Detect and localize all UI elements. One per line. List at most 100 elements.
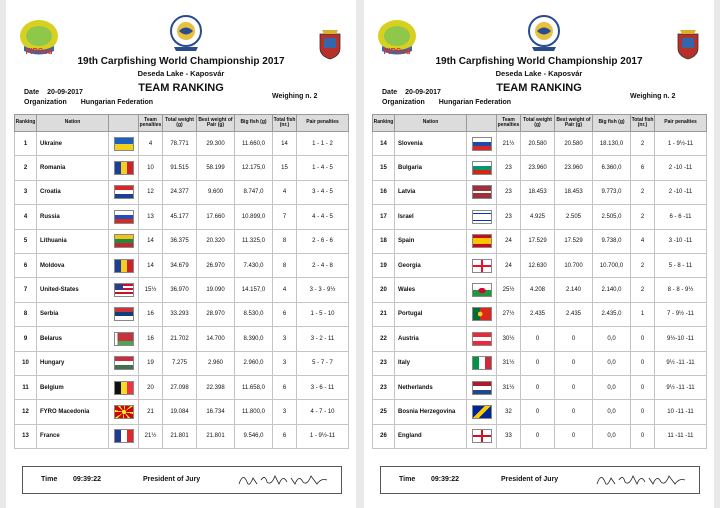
table-row: 21 Portugal 27½ 2.435 2.435 2.435,0 1 7 - 9½ -1… [372,301,707,328]
team-ranking-heading: TEAM RANKING [138,82,224,94]
table-row: 7 United-States 15½ 36.970 19.090 14.157,0 4 3 … [14,277,349,303]
best-weight-cell: 21.801 [196,423,235,450]
table-row: 18 Spain 24 17.529 17.529 9.738,0 4 3 -10 -11 [372,228,707,254]
pair-penalties-cell: 9½ -11 -11 [654,374,707,401]
nation-cell: Spain [394,228,467,254]
total-fish-cell: 0 [630,423,655,450]
big-fish-cell: 0,0 [592,326,631,352]
nation-cell: France [36,423,109,450]
table-row: 9 Belarus 16 21.702 14.700 8.390,0 3 3 - 2 - 11 [14,326,349,352]
nation-cell: Portugal [394,301,467,328]
best-weight-cell: 17.529 [554,228,593,254]
rank-cell: 21 [372,301,395,328]
rank-cell: 20 [372,277,395,303]
pair-penalties-cell: 4 - 7 - 10 [296,399,349,425]
rank-cell: 8 [14,301,37,328]
col-ranking: Ranking [372,114,395,132]
flag-usa-icon [113,283,134,298]
rank-cell: 19 [372,252,395,279]
best-weight-cell: 9.600 [196,179,235,206]
team-penalties-cell: 21½ [496,130,521,157]
nation-cell: Hungary [36,350,109,376]
date-label: Date [382,89,398,96]
big-fish-cell: 12.175,0 [234,155,273,181]
flag-cell [108,204,139,230]
big-fish-cell: 7.430,0 [234,252,273,279]
pair-penalties-cell: 3 - 4 - 5 [296,179,349,206]
table-row: 22 Austria 30½ 0 0 0,0 0 9½-10 -11 [372,326,707,352]
flag-cell [466,277,497,303]
flag-netherlands-icon [471,380,492,395]
total-fish-cell: 8 [272,228,297,254]
nation-cell: Ukraine [36,130,109,157]
team-penalties-cell: 13 [138,204,163,230]
flag-russia-icon [113,209,134,224]
col-team-penalties: Team penalties [138,114,163,132]
date-value: 20-09-2017 [47,89,83,96]
flag-italy-icon [471,356,492,371]
table-row: 8 Serbia 16 33.293 28.970 8.530,0 6 1 - 5 - 10 [14,301,349,328]
flag-cell [108,374,139,401]
best-weight-cell: 2.960 [196,350,235,376]
total-fish-cell: 3 [272,399,297,425]
best-weight-cell: 0 [554,423,593,450]
fipsed-logo-icon: FIPSed [20,20,58,56]
table-row: 6 Moldova 14 34.679 26.970 7.430,0 8 2 - 4 - 8 [14,252,349,279]
team-penalties-cell: 31½ [496,350,521,376]
rank-cell: 9 [14,326,37,352]
big-fish-cell: 2.140,0 [592,277,631,303]
total-weight-cell: 0 [520,423,555,450]
flag-slovenia-icon [471,136,492,151]
total-weight-cell: 78.771 [162,130,197,157]
big-fish-cell: 2.505,0 [592,204,631,230]
ranking-table: Ranking Nation Team penalties Total weig… [372,114,707,450]
best-weight-cell: 16.734 [196,399,235,425]
table-row: 3 Croatia 12 24.377 9.600 8.747,0 4 3 - 4 - 5 [14,179,349,206]
flag-cell [108,423,139,450]
best-weight-cell: 18.453 [554,179,593,206]
nation-cell: FYRO Macedonia [36,399,109,425]
pair-penalties-cell: 2 -10 -11 [654,155,707,181]
nation-cell: Lithuania [36,228,109,254]
table-header-row: Ranking Nation Team penalties Total weig… [14,114,349,132]
total-fish-cell: 6 [272,423,297,450]
total-fish-cell: 3 [272,326,297,352]
flag-cell [108,130,139,157]
rank-cell: 23 [372,350,395,376]
time-value: 09:39:22 [73,476,102,483]
col-nation: Nation [394,114,467,132]
table-row: 10 Hungary 19 7.275 2.960 2.960,0 3 5 - 7 - 7 [14,350,349,376]
total-fish-cell: 3 [272,350,297,376]
flag-cell [466,228,497,254]
flag-cell [466,350,497,376]
col-best-weight-pair: Best weight of Pair (g) [554,114,593,132]
nation-cell: Slovenia [394,130,467,157]
total-weight-cell: 23.960 [520,155,555,181]
big-fish-cell: 11.658,0 [234,374,273,401]
rank-cell: 2 [14,155,37,181]
footer-box: Time 09:39:22 President of Jury [380,466,700,494]
nation-cell: Austria [394,326,467,352]
time-label: Time [399,476,416,483]
nation-cell: Israel [394,204,467,230]
rank-cell: 12 [14,399,37,425]
team-penalties-cell: 31½ [496,374,521,401]
total-weight-cell: 20.580 [520,130,555,157]
organization-value: Hungarian Federation [438,99,512,106]
nation-cell: Italy [394,350,467,376]
team-ranking-heading: TEAM RANKING [496,82,582,94]
flag-wales-icon [471,283,492,298]
flag-moldova-icon [113,258,134,273]
pair-penalties-cell: 2 - 6 - 6 [296,228,349,254]
flag-cell [466,423,497,450]
pair-penalties-cell: 1 - 9½-11 [654,130,707,157]
best-weight-cell: 58.199 [196,155,235,181]
table-row: 11 Belgium 20 27.098 22.398 11.658,0 6 3 - 6 - … [14,374,349,401]
best-weight-cell: 20.320 [196,228,235,254]
pair-penalties-cell: 2 - 4 - 8 [296,252,349,279]
pair-penalties-cell: 4 - 4 - 5 [296,204,349,230]
team-penalties-cell: 20 [138,374,163,401]
big-fish-cell: 10.700,0 [592,252,631,279]
rank-cell: 18 [372,228,395,254]
best-weight-cell: 2.140 [554,277,593,303]
